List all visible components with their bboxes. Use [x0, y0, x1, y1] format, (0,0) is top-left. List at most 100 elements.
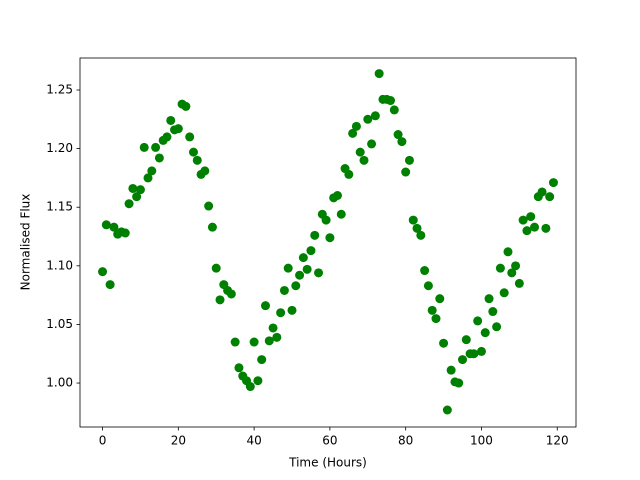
point	[295, 270, 305, 280]
x-tick-label: 60	[322, 434, 337, 448]
point	[484, 294, 494, 304]
point	[192, 155, 202, 165]
point	[439, 338, 449, 348]
point	[359, 155, 369, 165]
point	[257, 355, 267, 365]
point	[431, 314, 441, 324]
point	[401, 167, 411, 177]
y-tick-label: 1.20	[46, 141, 73, 155]
point	[230, 337, 240, 347]
point	[348, 128, 358, 138]
point	[386, 96, 396, 106]
point	[423, 281, 433, 291]
point	[511, 261, 521, 271]
y-tick-label: 1.05	[46, 317, 73, 331]
point	[507, 268, 517, 278]
x-tick-label: 40	[246, 434, 261, 448]
x-axis-label: Time (Hours)	[288, 456, 367, 470]
point	[514, 278, 524, 288]
point	[476, 346, 486, 356]
point	[442, 405, 452, 415]
point	[310, 230, 320, 240]
point	[154, 153, 164, 163]
point	[446, 365, 456, 375]
point	[367, 139, 377, 149]
point	[109, 222, 119, 232]
y-tick-label: 1.25	[46, 83, 73, 97]
point	[287, 305, 297, 315]
point	[245, 382, 255, 392]
point	[420, 266, 430, 276]
point	[298, 253, 308, 263]
point	[518, 215, 528, 225]
point	[351, 121, 361, 131]
point	[314, 268, 324, 278]
point	[173, 124, 183, 134]
point	[473, 316, 483, 326]
point	[469, 349, 479, 359]
point	[139, 142, 149, 152]
point	[499, 288, 509, 298]
point	[435, 294, 445, 304]
point	[283, 263, 293, 273]
point	[404, 155, 414, 165]
point	[408, 215, 418, 225]
point	[215, 295, 225, 305]
point	[545, 192, 555, 202]
point	[249, 337, 259, 347]
point	[279, 285, 289, 295]
point	[503, 247, 513, 257]
point	[344, 169, 354, 179]
point	[188, 147, 198, 157]
point	[530, 222, 540, 232]
y-tick-label: 1.15	[46, 200, 73, 214]
point	[412, 223, 422, 233]
point	[276, 308, 286, 318]
point	[166, 115, 176, 125]
point	[321, 215, 331, 225]
point	[416, 230, 426, 240]
point	[548, 178, 558, 188]
point	[336, 209, 346, 219]
point	[302, 264, 312, 274]
point	[374, 69, 384, 79]
x-tick-label: 120	[546, 434, 569, 448]
point	[306, 246, 316, 256]
point	[537, 187, 547, 197]
point	[143, 173, 153, 183]
point	[207, 222, 217, 232]
point	[211, 263, 221, 273]
point	[226, 289, 236, 299]
point	[204, 201, 214, 211]
point	[454, 378, 464, 388]
point	[185, 132, 195, 142]
y-axis-label: Normalised Flux	[19, 194, 33, 291]
axes-frame	[79, 57, 577, 428]
point	[332, 190, 342, 200]
x-tick-label: 0	[99, 434, 107, 448]
x-tick-label: 80	[398, 434, 413, 448]
point	[181, 101, 191, 111]
point	[132, 192, 142, 202]
point	[105, 280, 115, 290]
point	[325, 233, 335, 243]
y-tick-label: 1.10	[46, 258, 73, 272]
point	[135, 185, 145, 195]
point	[200, 166, 210, 176]
x-tick-label: 100	[470, 434, 493, 448]
point	[162, 132, 172, 142]
y-tick-label: 1.00	[46, 376, 73, 390]
point	[101, 220, 111, 230]
point	[397, 137, 407, 147]
point	[488, 307, 498, 317]
x-tick-label: 20	[171, 434, 186, 448]
point	[253, 376, 263, 386]
point	[461, 335, 471, 345]
point	[427, 305, 437, 315]
point	[264, 336, 274, 346]
point	[291, 281, 301, 291]
point	[495, 263, 505, 273]
point	[389, 105, 399, 115]
point	[526, 212, 536, 222]
